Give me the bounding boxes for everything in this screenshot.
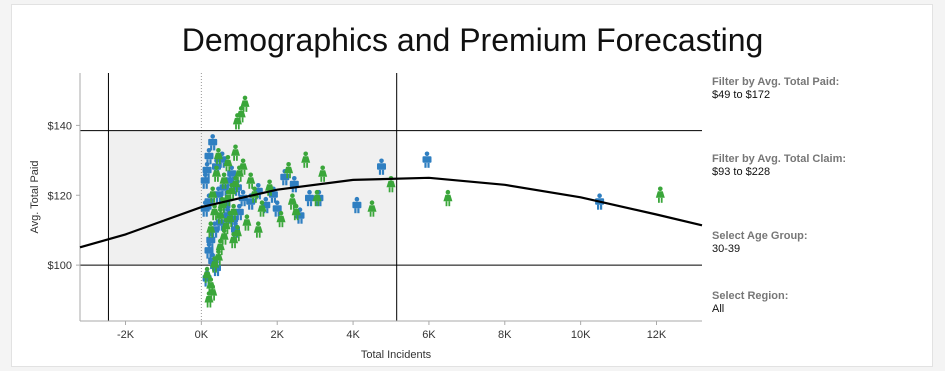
filter-avg-total-paid[interactable]: Filter by Avg. Total Paid: $49 to $172 bbox=[712, 76, 839, 101]
female-point bbox=[240, 95, 250, 112]
female-point bbox=[367, 200, 377, 217]
y-tick-label: $100 bbox=[48, 260, 72, 272]
filter-label: Filter by Avg. Total Claim: bbox=[712, 153, 847, 165]
x-tick-label: 6K bbox=[422, 329, 436, 341]
male-point bbox=[208, 134, 218, 151]
female-point bbox=[212, 165, 221, 182]
x-axis-label: Total Incidents bbox=[361, 349, 432, 361]
female-point bbox=[232, 224, 242, 242]
male-point bbox=[289, 176, 299, 193]
female-point bbox=[318, 165, 328, 182]
female-point bbox=[206, 221, 216, 238]
female-point bbox=[208, 186, 218, 203]
female-point bbox=[257, 200, 267, 217]
x-tick-label: 12K bbox=[647, 329, 667, 341]
filter-label: Filter by Avg. Total Paid: bbox=[712, 76, 840, 88]
female-point bbox=[238, 158, 248, 175]
female-point bbox=[253, 221, 263, 238]
female-point bbox=[287, 193, 297, 210]
female-point bbox=[301, 151, 311, 168]
female-point bbox=[215, 238, 225, 256]
male-point bbox=[204, 242, 214, 259]
male-point bbox=[352, 196, 362, 214]
filter-value[interactable]: $93 to $228 bbox=[712, 166, 771, 178]
female-point bbox=[242, 214, 252, 231]
female-point bbox=[231, 176, 240, 193]
female-point bbox=[284, 162, 294, 179]
male-point bbox=[422, 151, 432, 168]
y-axis-label: Avg. Total Paid bbox=[29, 161, 41, 234]
female-point bbox=[206, 277, 216, 294]
female-point bbox=[265, 179, 275, 196]
x-tick-label: 10K bbox=[571, 329, 591, 341]
select-region[interactable]: Select Region: All bbox=[712, 290, 788, 315]
female-point bbox=[229, 203, 239, 221]
male-point bbox=[305, 189, 314, 207]
female-point bbox=[210, 203, 220, 221]
female-point bbox=[223, 155, 233, 172]
female-point bbox=[232, 113, 242, 130]
x-tick-label: 4K bbox=[346, 329, 360, 341]
y-tick-label: $120 bbox=[48, 190, 72, 202]
x-tick-label: 0K bbox=[195, 329, 209, 341]
male-point bbox=[204, 148, 214, 165]
trend-line bbox=[79, 176, 703, 249]
male-point bbox=[200, 172, 210, 189]
filter-value[interactable]: $49 to $172 bbox=[712, 89, 771, 101]
y-tick-label: $140 bbox=[48, 120, 72, 132]
filter-value[interactable]: All bbox=[712, 303, 725, 315]
chart-title: Demographics and Premium Forecasting bbox=[181, 22, 764, 58]
filter-label: Select Region: bbox=[712, 290, 789, 302]
x-tick-label: 8K bbox=[498, 329, 512, 341]
male-point bbox=[202, 162, 212, 179]
filter-label: Select Age Group: bbox=[712, 230, 808, 242]
x-tick-label: -2K bbox=[117, 329, 135, 341]
female-point bbox=[655, 186, 665, 203]
female-point bbox=[291, 203, 301, 221]
select-age-group[interactable]: Select Age Group: 30-39 bbox=[712, 230, 808, 255]
male-point bbox=[213, 186, 223, 203]
male-point bbox=[377, 158, 386, 175]
female-point bbox=[246, 172, 256, 189]
female-point bbox=[312, 189, 322, 207]
male-point bbox=[272, 200, 282, 217]
female-point bbox=[213, 148, 223, 165]
female-point bbox=[219, 172, 229, 189]
filter-value[interactable]: 30-39 bbox=[712, 243, 741, 255]
x-tick-label: 2K bbox=[270, 329, 284, 341]
female-point bbox=[202, 266, 212, 284]
filter-avg-total-claim[interactable]: Filter by Avg. Total Claim: $93 to $228 bbox=[712, 153, 846, 178]
female-point bbox=[276, 210, 286, 228]
female-point bbox=[443, 189, 453, 207]
female-point bbox=[231, 144, 240, 161]
